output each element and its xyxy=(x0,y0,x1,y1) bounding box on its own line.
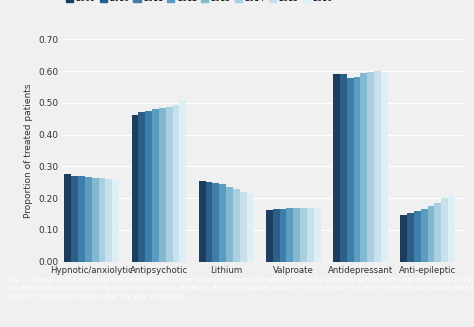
Bar xyxy=(286,208,293,262)
Bar xyxy=(441,198,448,262)
Bar xyxy=(166,107,173,262)
Bar xyxy=(340,74,346,262)
Bar xyxy=(400,215,407,262)
Bar xyxy=(307,208,314,262)
Bar xyxy=(199,181,206,262)
Bar xyxy=(421,209,428,262)
Bar xyxy=(85,178,92,262)
Bar xyxy=(138,112,145,262)
Bar xyxy=(105,179,112,262)
Bar xyxy=(219,184,226,262)
Y-axis label: Proportion of treated patients: Proportion of treated patients xyxy=(24,83,33,218)
Bar xyxy=(226,187,233,262)
Bar xyxy=(434,203,441,262)
Bar xyxy=(280,209,286,262)
Bar xyxy=(374,71,381,262)
Bar xyxy=(428,206,434,262)
Bar xyxy=(92,178,99,262)
Bar xyxy=(381,73,388,262)
Bar xyxy=(145,111,152,262)
Bar xyxy=(206,181,212,262)
Bar xyxy=(99,178,105,262)
Bar xyxy=(314,207,320,262)
Bar xyxy=(180,100,186,262)
Bar xyxy=(367,72,374,262)
Bar xyxy=(448,197,455,262)
Bar xyxy=(233,189,240,262)
Text: Fig. 1   Trends in the proportion of patients with bipolar disorder treated with: Fig. 1 Trends in the proportion of patie… xyxy=(9,277,474,300)
Bar xyxy=(112,180,119,262)
Bar xyxy=(159,108,166,262)
Bar xyxy=(78,177,85,262)
Bar xyxy=(212,183,219,262)
Bar xyxy=(64,174,71,262)
Bar xyxy=(173,105,180,262)
Bar xyxy=(346,78,354,262)
Bar xyxy=(132,115,138,262)
Bar xyxy=(152,109,159,262)
Bar xyxy=(360,73,367,262)
Bar xyxy=(333,74,340,262)
Bar xyxy=(240,192,246,262)
Bar xyxy=(407,213,414,262)
Bar xyxy=(71,176,78,262)
Bar xyxy=(354,77,360,262)
Bar xyxy=(273,209,280,262)
Bar xyxy=(266,210,273,262)
Bar xyxy=(414,212,421,262)
Bar xyxy=(300,208,307,262)
Bar xyxy=(293,208,300,262)
Bar xyxy=(246,194,254,262)
Legend: 2009, 2010, 2011, 2012, 2013, 2014, 2015, 2016: 2009, 2010, 2011, 2012, 2013, 2014, 2015… xyxy=(65,0,333,3)
